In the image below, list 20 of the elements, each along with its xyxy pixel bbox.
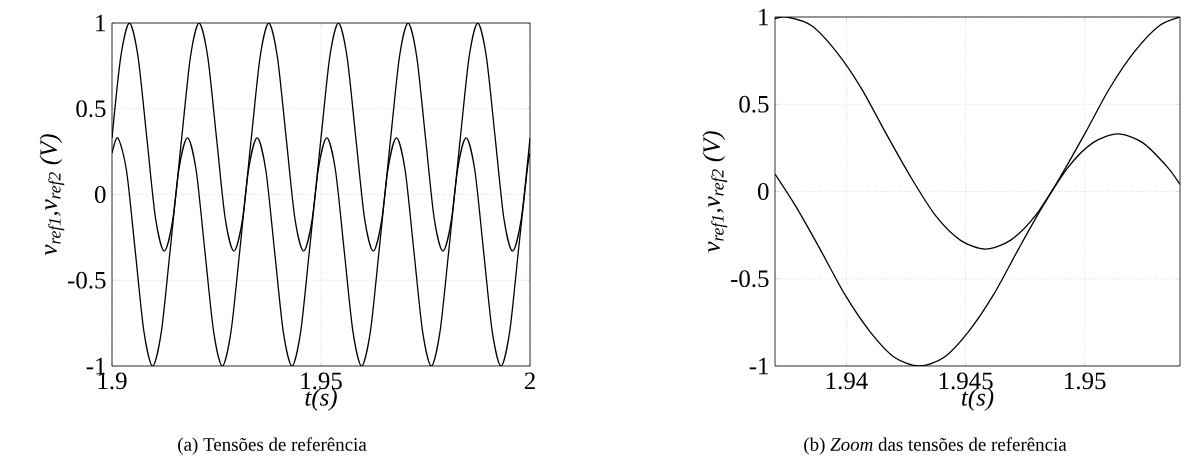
y-tick-label: -1 <box>749 357 768 375</box>
x-tick-label: 1.95 <box>1065 372 1106 390</box>
x-tick-label: 1.94 <box>826 372 868 390</box>
y-tick-label: -0.5 <box>730 270 769 288</box>
x-tick-label: 2 <box>524 372 535 390</box>
x-axis-title: t(s) <box>305 388 337 411</box>
y-tick-label: 0 <box>757 183 769 200</box>
x-tick-label: 1.945 <box>939 372 993 390</box>
x-tick-label: 1.95 <box>301 372 342 390</box>
y-tick-label: 1 <box>96 14 105 32</box>
y-tick-label: -0.5 <box>67 271 106 289</box>
text: (b) Zoom das tensões de referência <box>804 437 1067 455</box>
y-axis-title: v$_{ref1}$,v$_{ref2}$ (V) <box>702 131 728 253</box>
y-tick-label: 0.5 <box>76 100 106 118</box>
y-axis-title: v$_{ref1}$,v$_{ref2}$ (V) <box>39 134 65 256</box>
y-tick-label: 0 <box>94 186 106 203</box>
text: (a) Tensões de referência <box>178 437 367 455</box>
y-tick-label: 0.5 <box>739 95 769 113</box>
x-axis-title: t(s) <box>962 388 994 411</box>
y-tick-label: 1 <box>759 8 768 26</box>
